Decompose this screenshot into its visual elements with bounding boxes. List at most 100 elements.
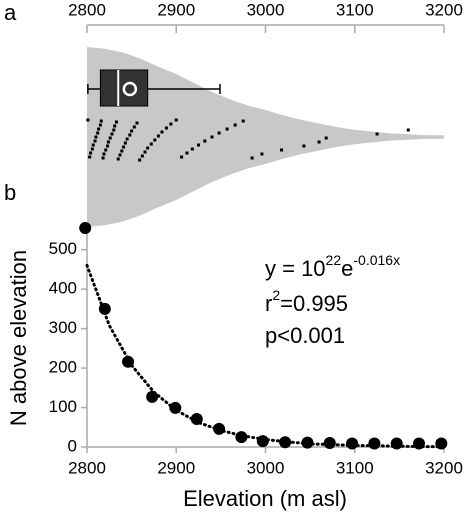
point xyxy=(169,401,182,414)
point xyxy=(125,137,129,141)
point xyxy=(279,436,292,449)
r-sup: 2 xyxy=(272,287,280,303)
point xyxy=(128,133,132,137)
point xyxy=(94,135,98,139)
point xyxy=(324,136,328,140)
point xyxy=(146,146,150,150)
point xyxy=(301,436,314,449)
point xyxy=(112,128,116,132)
point xyxy=(104,148,108,152)
point xyxy=(149,142,153,146)
point xyxy=(197,143,201,147)
point xyxy=(98,302,111,315)
point xyxy=(114,120,118,124)
point xyxy=(406,128,410,132)
point xyxy=(260,152,264,156)
point xyxy=(217,131,221,135)
x-axis-label: Elevation (m asl) xyxy=(183,486,347,511)
eq-exp: -0.016x xyxy=(353,252,400,268)
eq-exp: 22 xyxy=(326,252,342,268)
point xyxy=(346,437,359,450)
eq-base: y = 10 xyxy=(265,256,326,281)
point xyxy=(122,355,135,368)
x-tick-label: 3100 xyxy=(336,0,374,19)
point xyxy=(146,390,159,403)
point xyxy=(235,431,248,444)
point xyxy=(108,136,112,140)
point xyxy=(185,151,189,155)
point xyxy=(132,125,136,129)
point xyxy=(174,118,178,122)
x-tick-label: 2800 xyxy=(68,458,106,477)
point xyxy=(250,156,254,160)
point xyxy=(118,153,122,157)
point xyxy=(213,422,226,435)
y-tick-label: 200 xyxy=(49,358,77,377)
r-squared: r2=0.995 xyxy=(265,287,348,316)
point xyxy=(317,140,321,144)
point xyxy=(190,412,203,425)
point xyxy=(106,140,110,144)
point xyxy=(110,132,114,136)
point xyxy=(135,121,139,125)
eq-e: e xyxy=(341,256,353,281)
x-tick-label: 3000 xyxy=(247,0,285,19)
point xyxy=(375,132,379,136)
point xyxy=(96,131,100,135)
x-tick-label: 3100 xyxy=(336,458,374,477)
point xyxy=(116,157,120,161)
point xyxy=(169,122,173,126)
point xyxy=(99,119,103,123)
x-tick-label: 2900 xyxy=(157,0,195,19)
fit-line xyxy=(85,263,446,449)
point xyxy=(98,123,102,127)
point xyxy=(140,154,144,158)
y-tick-label: 400 xyxy=(49,279,77,298)
point xyxy=(280,148,284,152)
x-tick-label: 2800 xyxy=(68,0,106,19)
point xyxy=(102,152,106,156)
point xyxy=(302,144,306,148)
point xyxy=(233,123,237,127)
violin xyxy=(87,47,444,227)
point xyxy=(323,437,336,450)
point xyxy=(435,437,448,450)
y-tick-label: 300 xyxy=(49,318,77,337)
point xyxy=(90,147,94,151)
point xyxy=(164,126,168,130)
y-tick-label: 0 xyxy=(68,436,77,455)
panel-label: a xyxy=(4,0,17,25)
point xyxy=(101,156,105,160)
x-tick-label: 2900 xyxy=(157,458,195,477)
point xyxy=(130,129,134,133)
y-tick-label: 500 xyxy=(49,239,77,258)
point xyxy=(91,143,95,147)
x-tick-label: 3200 xyxy=(425,0,463,19)
point xyxy=(93,139,97,143)
y-tick-label: 100 xyxy=(49,397,77,416)
r: r xyxy=(265,291,272,316)
point xyxy=(153,138,157,142)
p-value: p<0.001 xyxy=(265,323,345,348)
point xyxy=(123,141,127,145)
point xyxy=(113,124,117,128)
point xyxy=(122,145,126,149)
point xyxy=(390,437,403,450)
r-rest: =0.995 xyxy=(280,291,348,316)
point xyxy=(256,435,269,448)
x-tick-label: 3000 xyxy=(247,458,285,477)
point xyxy=(156,134,160,138)
point xyxy=(203,139,207,143)
point xyxy=(89,151,93,155)
point xyxy=(120,149,124,153)
x-tick-label: 3200 xyxy=(425,458,463,477)
panel-label: b xyxy=(4,180,16,205)
point xyxy=(160,130,164,134)
point xyxy=(86,118,90,122)
mean xyxy=(122,81,138,97)
y-axis-label: N above elevation xyxy=(6,250,31,426)
point xyxy=(180,155,184,159)
point xyxy=(106,144,110,148)
point xyxy=(79,221,92,234)
